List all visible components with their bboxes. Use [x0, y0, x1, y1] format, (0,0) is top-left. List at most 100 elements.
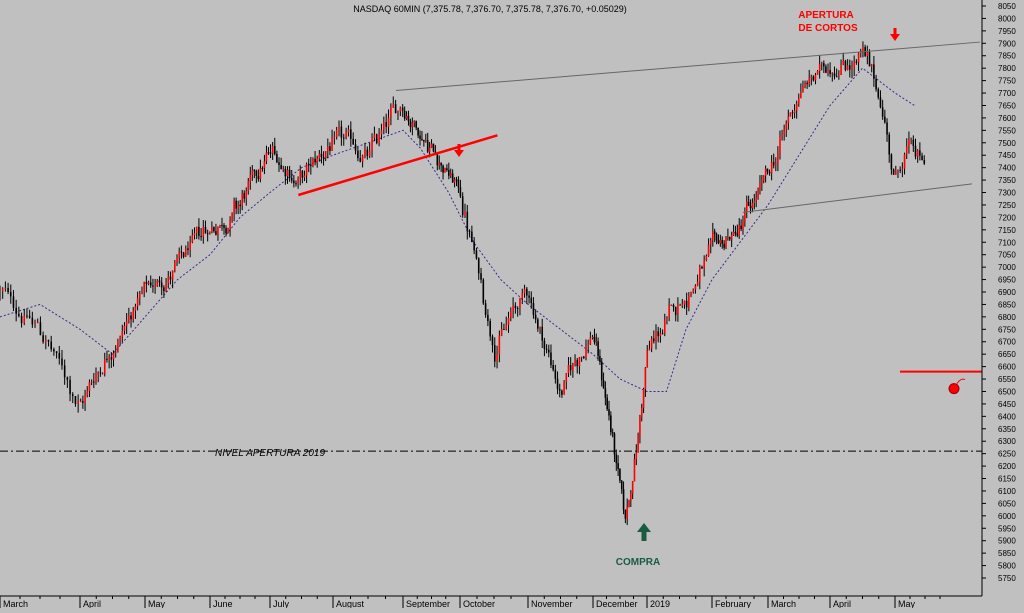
candle-body — [39, 322, 42, 336]
candle-body — [359, 158, 362, 162]
candle-body — [523, 288, 526, 294]
x-tick-label: May — [898, 599, 916, 608]
candle-body — [838, 74, 840, 77]
candle-body — [171, 270, 174, 280]
candle-body — [145, 281, 148, 285]
candle-body — [679, 305, 681, 307]
candle-body — [468, 231, 471, 233]
candle-body — [795, 103, 798, 111]
candle-body — [528, 295, 530, 298]
candle-body — [176, 257, 178, 262]
candle-body — [189, 242, 191, 251]
candle-body — [723, 243, 725, 248]
candle-body — [354, 144, 357, 151]
candle-body — [303, 175, 306, 178]
candle-body — [141, 291, 143, 294]
candle-body — [768, 171, 771, 174]
candle-body — [350, 129, 352, 139]
annotation-layer: NASDAQ 60MIN (7,375.78, 7,376.70, 7,375.… — [0, 4, 982, 568]
candle-body — [705, 256, 708, 261]
y-tick-label: 7150 — [998, 226, 1016, 235]
candle-body — [659, 333, 662, 337]
candle-body — [781, 134, 783, 137]
y-tick-label: 7600 — [998, 114, 1016, 123]
candle-body — [903, 154, 906, 169]
candle-body — [908, 139, 910, 147]
candle-body — [604, 388, 607, 398]
candle-body — [154, 286, 156, 288]
x-tick-label: June — [213, 599, 233, 608]
candle-body — [387, 117, 390, 127]
x-tick-label: September — [406, 599, 450, 608]
y-tick-label: 8050 — [998, 2, 1016, 11]
candle-body — [510, 311, 512, 318]
candle-body — [259, 168, 262, 180]
y-tick-label: 7500 — [998, 139, 1016, 148]
y-tick-label: 7450 — [998, 151, 1016, 160]
short-label-line1: APERTURA — [798, 10, 854, 21]
candle-body — [261, 168, 264, 170]
candle-body — [688, 295, 690, 308]
candle-body — [198, 226, 200, 237]
y-tick-label: 6500 — [998, 387, 1016, 396]
candle-body — [851, 67, 853, 70]
candle-body — [844, 60, 847, 71]
candle-body — [696, 281, 699, 286]
candle-body — [919, 150, 921, 156]
candle-body — [438, 162, 441, 166]
candle-body — [873, 64, 875, 79]
y-tick-label: 7400 — [998, 164, 1016, 173]
candle-body — [712, 231, 714, 241]
candle-body — [428, 147, 431, 152]
candle-body — [835, 76, 838, 78]
candle-body — [770, 162, 773, 174]
candle-body — [42, 335, 44, 342]
candle-body — [912, 139, 915, 146]
candle-body — [423, 139, 425, 142]
candle-body — [719, 239, 722, 244]
candle-body — [204, 226, 207, 234]
candle-body — [271, 145, 274, 154]
candle-body — [806, 82, 808, 85]
candle-body — [565, 373, 568, 383]
candle-body — [93, 381, 95, 383]
sell-arrow-icon-shaft — [457, 144, 461, 151]
candle-body — [480, 273, 482, 280]
candle-body — [547, 349, 550, 353]
y-tick-label: 5850 — [998, 549, 1016, 558]
candle-body — [163, 287, 165, 292]
y-tick-label: 6850 — [998, 300, 1016, 309]
candle-body — [318, 153, 321, 159]
candle-body — [879, 97, 882, 108]
candle-body — [273, 145, 276, 155]
candle-body — [694, 285, 697, 290]
candle-body — [217, 226, 219, 235]
candle-body — [751, 202, 754, 209]
candle-body — [755, 197, 757, 201]
candle-body — [556, 378, 559, 389]
y-tick-label: 6050 — [998, 499, 1016, 508]
candle-body — [227, 228, 229, 234]
candle-body — [251, 170, 254, 175]
x-tick-label: December — [596, 599, 638, 608]
candle-body — [329, 146, 331, 151]
candle-body — [526, 288, 528, 296]
candle-body — [143, 281, 145, 292]
y-tick-label: 7300 — [998, 189, 1016, 198]
candle-body — [405, 115, 408, 119]
candle-body — [772, 162, 775, 166]
y-tick-label: 7000 — [998, 263, 1016, 272]
candle-body — [156, 280, 159, 287]
y-tick-label: 7900 — [998, 39, 1016, 48]
candle-body — [626, 506, 628, 519]
candle-body — [574, 360, 576, 365]
candle-body — [622, 489, 625, 510]
candle-body — [732, 231, 735, 236]
candle-body — [184, 248, 187, 257]
candle-body — [84, 395, 86, 403]
candle-body — [182, 252, 185, 257]
candle-body — [580, 356, 583, 358]
candle-body — [482, 279, 485, 304]
candle-body — [112, 353, 115, 360]
candle-body — [901, 168, 904, 170]
